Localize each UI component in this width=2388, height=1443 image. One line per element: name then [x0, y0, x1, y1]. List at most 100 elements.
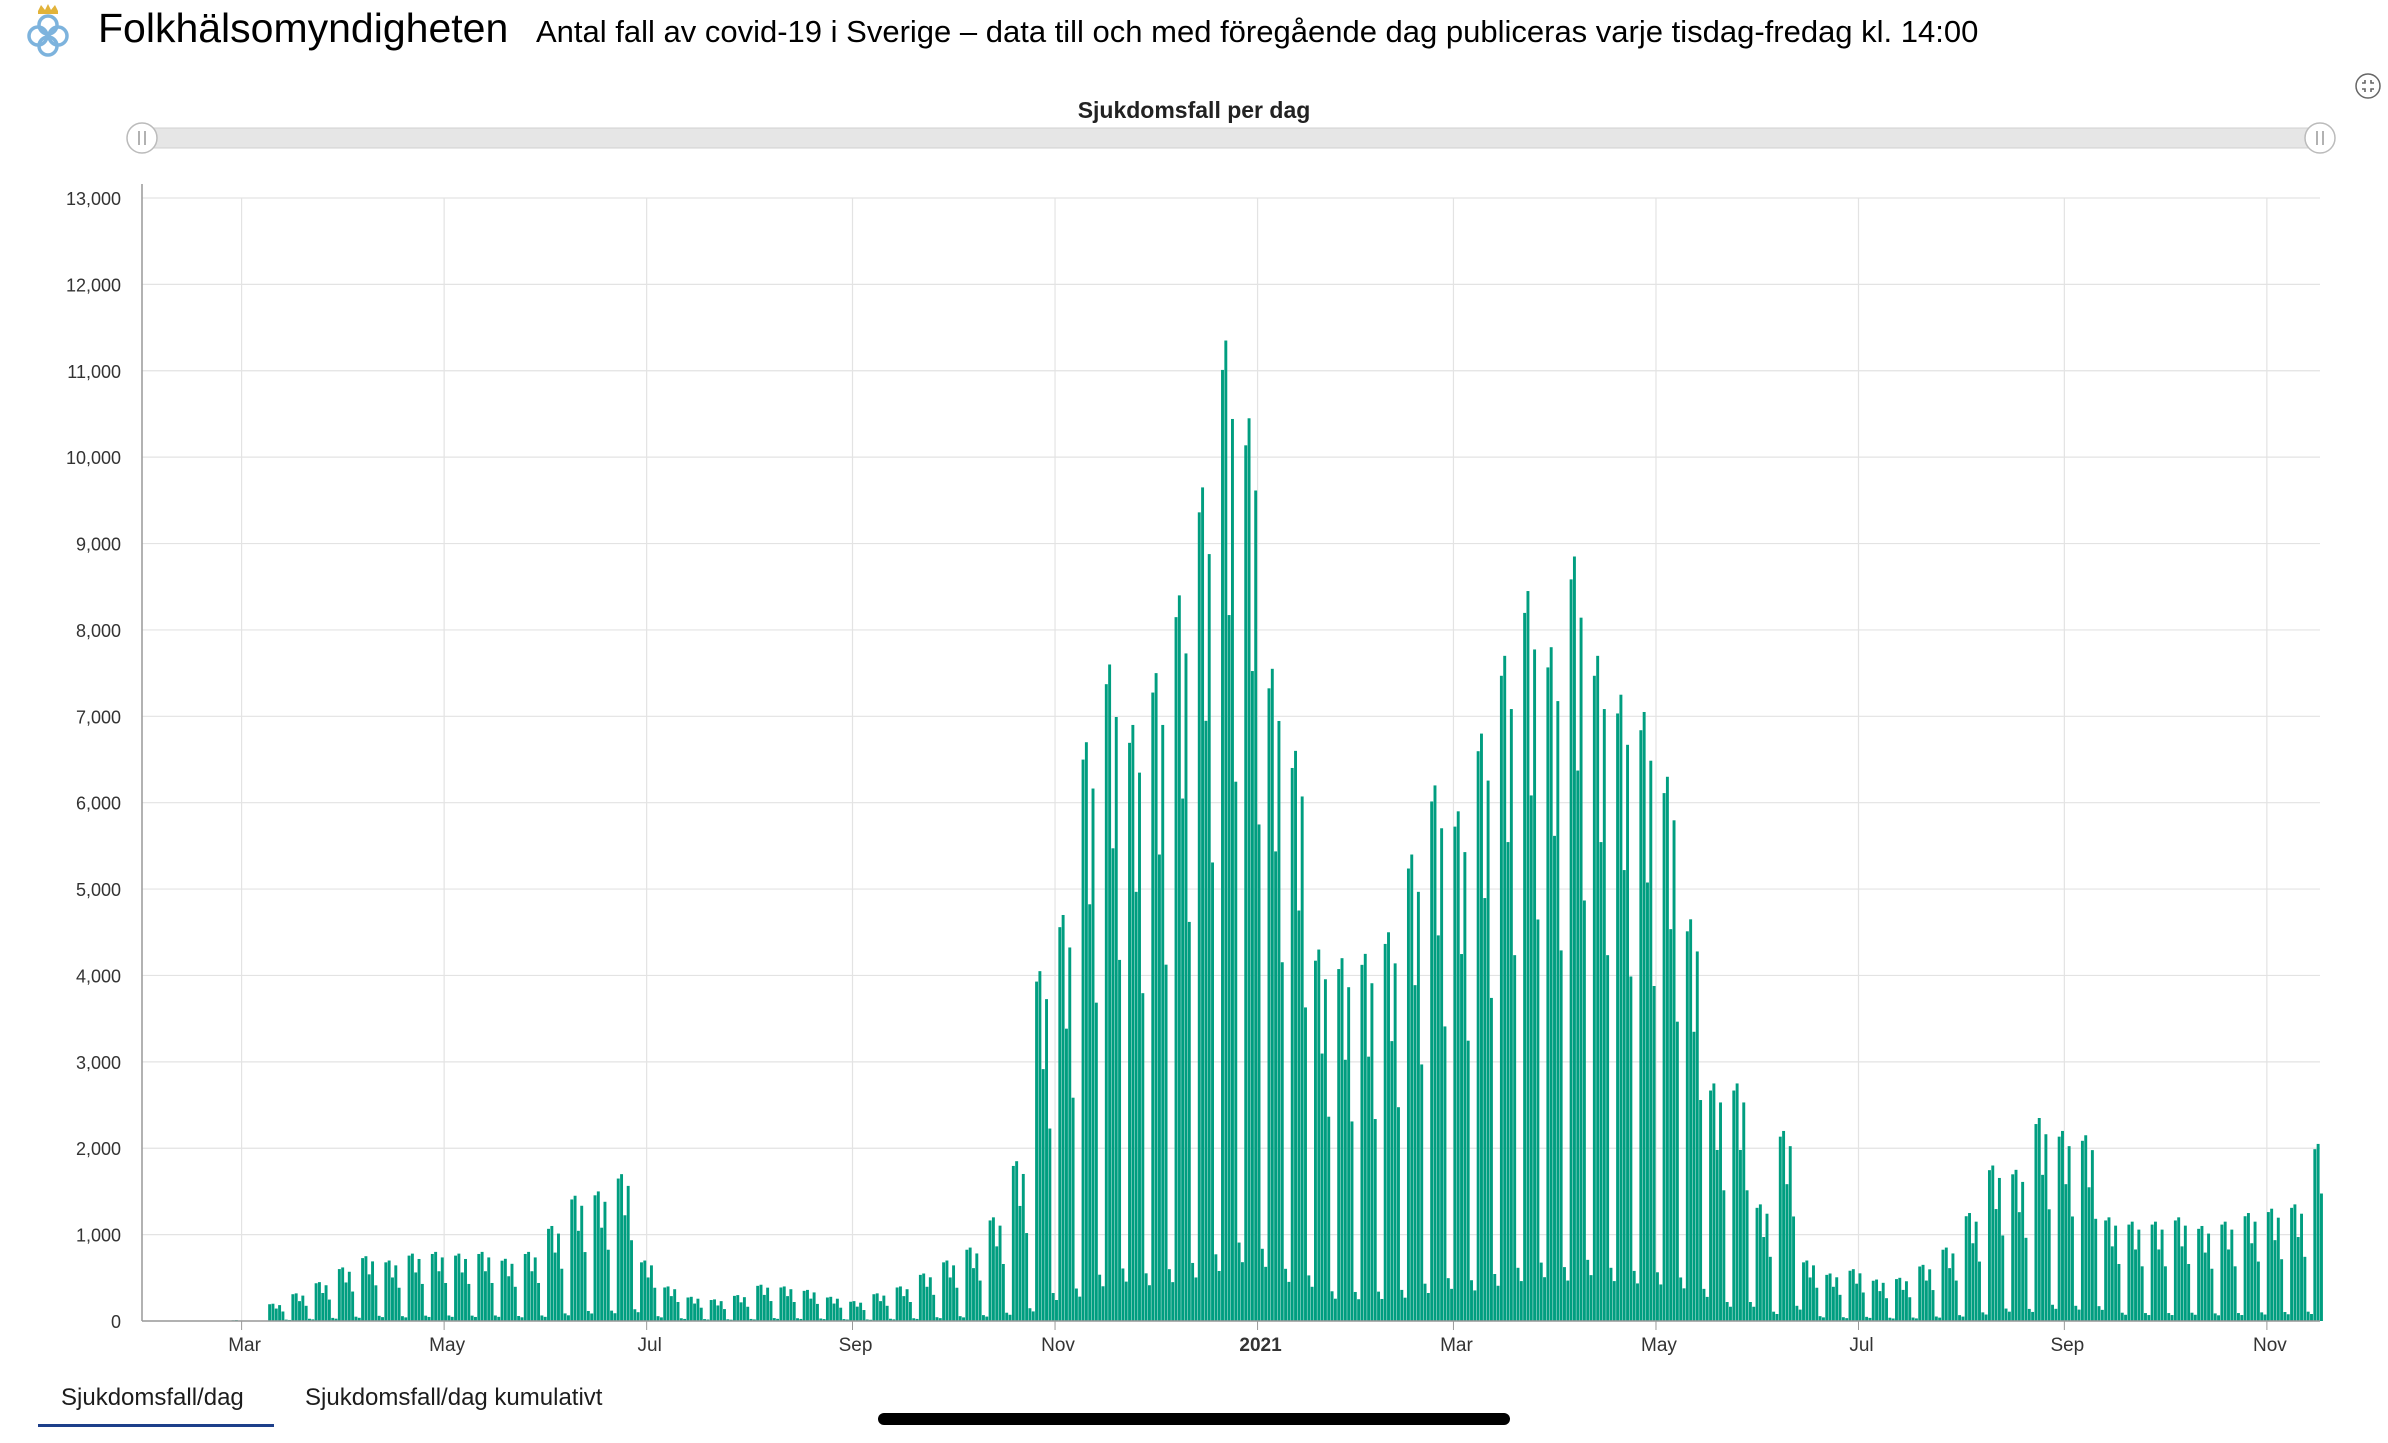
bar	[1433, 785, 1437, 1321]
bar	[1383, 943, 1387, 1321]
bar	[1785, 1184, 1789, 1321]
bar	[566, 1315, 570, 1321]
bar	[1709, 1090, 1713, 1321]
bar	[1094, 1002, 1098, 1321]
bar	[1808, 1277, 1812, 1321]
bar	[2114, 1225, 2118, 1321]
bar	[1224, 340, 1228, 1321]
bar	[1944, 1247, 1948, 1321]
bar	[1496, 1285, 1500, 1321]
bar	[2104, 1220, 2108, 1321]
bar	[663, 1287, 667, 1321]
bar	[1380, 1298, 1384, 1321]
bar	[1802, 1262, 1805, 1321]
bar	[815, 1303, 819, 1321]
bar	[1114, 717, 1118, 1321]
bar	[1440, 828, 1444, 1321]
bar	[527, 1251, 531, 1321]
bar	[268, 1304, 272, 1321]
bar	[2137, 1229, 2141, 1321]
bar	[769, 1301, 773, 1321]
bar	[2170, 1315, 2174, 1321]
bar	[430, 1253, 434, 1321]
bar	[1685, 931, 1689, 1321]
range-handle-knob	[2304, 122, 2336, 154]
bar	[2134, 1249, 2137, 1321]
bar	[1612, 1281, 1616, 1321]
bar	[1636, 1283, 1639, 1321]
bar	[693, 1303, 697, 1321]
bar	[1264, 1266, 1268, 1321]
bar	[1529, 795, 1533, 1321]
bar	[1509, 709, 1513, 1321]
bar	[1885, 1298, 1888, 1321]
bar	[2027, 1308, 2031, 1321]
bar	[1489, 997, 1493, 1321]
bar	[317, 1282, 321, 1321]
bar	[620, 1174, 624, 1321]
bar	[809, 1298, 813, 1321]
fullscreen-exit-icon[interactable]	[2354, 72, 2382, 100]
bar	[673, 1289, 677, 1321]
range-handle[interactable]	[2304, 122, 2336, 154]
bar	[404, 1317, 408, 1321]
range-handle[interactable]	[126, 122, 158, 154]
bar	[762, 1294, 766, 1321]
bar	[2263, 1314, 2267, 1321]
tab-cumulative-cases[interactable]: Sjukdomsfall/dag kumulativt	[305, 1384, 603, 1411]
bar	[1599, 842, 1603, 1321]
bar	[513, 1286, 517, 1321]
bar	[882, 1295, 886, 1321]
bar	[666, 1286, 670, 1321]
bar	[1377, 1291, 1381, 1321]
bar	[669, 1296, 673, 1321]
bar	[1041, 1069, 1045, 1321]
bar	[766, 1287, 770, 1321]
bar	[278, 1305, 282, 1321]
bar	[344, 1282, 348, 1321]
x-tick-label: May	[1641, 1335, 1677, 1356]
bar	[2200, 1225, 2204, 1321]
bar	[351, 1291, 355, 1321]
bar	[1121, 1268, 1125, 1321]
bar	[1138, 772, 1141, 1321]
bar	[1699, 1100, 1703, 1321]
bar	[1197, 512, 1201, 1321]
bar	[2246, 1213, 2250, 1321]
bar	[1689, 919, 1693, 1321]
bar	[464, 1258, 467, 1321]
bar	[1778, 1136, 1782, 1321]
bar	[1924, 1280, 1928, 1321]
bar	[2190, 1312, 2194, 1321]
bar	[1257, 824, 1261, 1321]
range-selector[interactable]	[126, 122, 2336, 154]
bar	[703, 1319, 707, 1321]
y-tick-label: 0	[111, 1312, 121, 1332]
tab-daily-cases[interactable]: Sjukdomsfall/dag	[61, 1384, 244, 1411]
bar	[391, 1277, 394, 1321]
bar	[2087, 1187, 2091, 1321]
bar	[776, 1318, 780, 1321]
bar	[457, 1253, 461, 1321]
bar	[1719, 1102, 1722, 1321]
range-track	[141, 127, 2321, 149]
y-tick-label: 1,000	[76, 1226, 121, 1246]
bar	[1991, 1165, 1995, 1321]
bar	[756, 1285, 760, 1321]
bar	[1174, 617, 1178, 1321]
bar	[995, 1246, 999, 1321]
bar	[958, 1316, 962, 1321]
bar	[507, 1276, 511, 1321]
bar	[1788, 1146, 1792, 1321]
bar	[444, 1282, 448, 1321]
bar	[1204, 720, 1208, 1321]
bar	[2227, 1249, 2230, 1321]
bar	[1005, 1312, 1009, 1321]
bar	[550, 1225, 554, 1321]
bar	[1081, 759, 1085, 1321]
bar	[1400, 1289, 1404, 1321]
bar	[1420, 1064, 1424, 1321]
bar	[1652, 986, 1656, 1321]
bar	[1888, 1317, 1892, 1321]
bar	[928, 1277, 932, 1321]
